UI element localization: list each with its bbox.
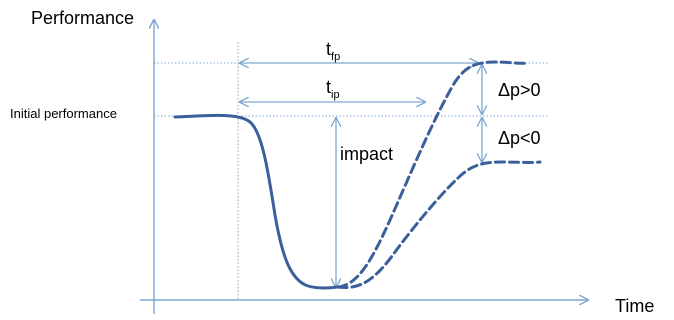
t-fp-main: t: [326, 39, 331, 59]
x-axis-label: Time: [615, 296, 654, 316]
t-ip-subscript: ip: [331, 89, 340, 101]
initial-performance-label: Initial performance: [10, 106, 117, 121]
recovery-curve-negative: [336, 160, 542, 290]
delta-negative-label: Δp<0: [498, 128, 541, 148]
y-axis-label: Performance: [31, 8, 134, 28]
t-ip-label: tip: [326, 77, 340, 101]
t-fp-label: tfp: [326, 39, 340, 63]
performance-drop-curve: [173, 113, 340, 290]
t-ip-main: t: [326, 77, 331, 97]
recovery-curve-positive: [336, 60, 530, 289]
impact-label: impact: [340, 144, 393, 164]
t-fp-subscript: fp: [331, 51, 340, 63]
delta-positive-label: Δp>0: [498, 80, 541, 100]
